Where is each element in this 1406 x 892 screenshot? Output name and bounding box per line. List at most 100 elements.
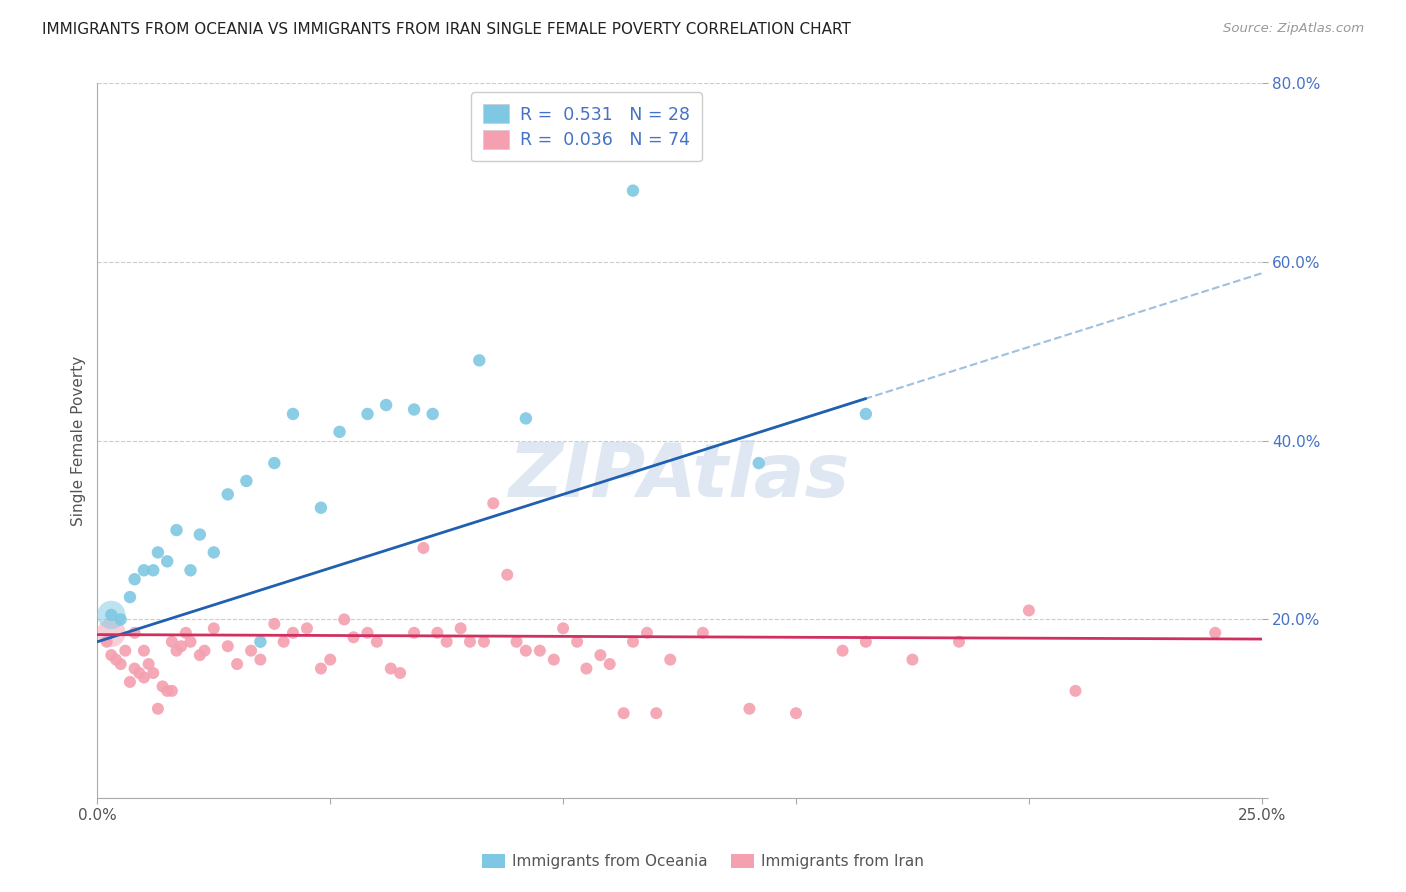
- Point: [160, 634, 183, 648]
- Point: [855, 634, 877, 648]
- Point: [505, 634, 527, 648]
- Text: ZIPAtlas: ZIPAtlas: [509, 440, 851, 513]
- Point: [748, 456, 770, 470]
- Point: [426, 625, 449, 640]
- Point: [599, 657, 621, 671]
- Point: [146, 702, 169, 716]
- Point: [100, 648, 122, 662]
- Point: [124, 661, 146, 675]
- Point: [179, 563, 201, 577]
- Point: [156, 684, 179, 698]
- Point: [132, 670, 155, 684]
- Point: [458, 634, 481, 648]
- Point: [281, 625, 304, 640]
- Point: [235, 474, 257, 488]
- Point: [589, 648, 612, 662]
- Y-axis label: Single Female Poverty: Single Female Poverty: [72, 356, 86, 526]
- Point: [404, 402, 426, 417]
- Point: [855, 407, 877, 421]
- Point: [613, 706, 636, 721]
- Point: [193, 643, 215, 657]
- Point: [240, 643, 263, 657]
- Text: Source: ZipAtlas.com: Source: ZipAtlas.com: [1223, 22, 1364, 36]
- Point: [356, 625, 378, 640]
- Legend: Immigrants from Oceania, Immigrants from Iran: Immigrants from Oceania, Immigrants from…: [475, 848, 931, 875]
- Text: IMMIGRANTS FROM OCEANIA VS IMMIGRANTS FROM IRAN SINGLE FEMALE POVERTY CORRELATIO: IMMIGRANTS FROM OCEANIA VS IMMIGRANTS FR…: [42, 22, 851, 37]
- Point: [1204, 625, 1226, 640]
- Point: [645, 706, 668, 721]
- Point: [366, 634, 388, 648]
- Point: [422, 407, 444, 421]
- Point: [146, 545, 169, 559]
- Point: [202, 545, 225, 559]
- Point: [575, 661, 598, 675]
- Point: [356, 407, 378, 421]
- Point: [529, 643, 551, 657]
- Point: [100, 625, 122, 640]
- Point: [468, 353, 491, 368]
- Point: [110, 612, 132, 626]
- Point: [831, 643, 853, 657]
- Point: [319, 652, 342, 666]
- Point: [160, 684, 183, 698]
- Point: [174, 625, 197, 640]
- Point: [202, 621, 225, 635]
- Legend: R =  0.531   N = 28, R =  0.036   N = 74: R = 0.531 N = 28, R = 0.036 N = 74: [471, 92, 702, 161]
- Point: [496, 567, 519, 582]
- Point: [309, 500, 332, 515]
- Point: [436, 634, 458, 648]
- Point: [142, 665, 165, 680]
- Point: [132, 643, 155, 657]
- Point: [692, 625, 714, 640]
- Point: [110, 657, 132, 671]
- Point: [621, 184, 644, 198]
- Point: [124, 572, 146, 586]
- Point: [226, 657, 249, 671]
- Point: [166, 523, 188, 537]
- Point: [948, 634, 970, 648]
- Point: [128, 665, 150, 680]
- Point: [217, 487, 239, 501]
- Point: [166, 643, 188, 657]
- Point: [1018, 603, 1040, 617]
- Point: [785, 706, 807, 721]
- Point: [901, 652, 924, 666]
- Point: [375, 398, 398, 412]
- Point: [124, 625, 146, 640]
- Point: [152, 680, 174, 694]
- Point: [132, 563, 155, 577]
- Point: [263, 456, 285, 470]
- Point: [170, 639, 193, 653]
- Point: [412, 541, 434, 555]
- Point: [114, 643, 136, 657]
- Point: [342, 630, 364, 644]
- Point: [188, 527, 211, 541]
- Point: [482, 496, 505, 510]
- Point: [515, 643, 537, 657]
- Point: [543, 652, 565, 666]
- Point: [309, 661, 332, 675]
- Point: [217, 639, 239, 653]
- Point: [329, 425, 352, 439]
- Point: [333, 612, 356, 626]
- Point: [738, 702, 761, 716]
- Point: [380, 661, 402, 675]
- Point: [515, 411, 537, 425]
- Point: [156, 554, 179, 568]
- Point: [472, 634, 495, 648]
- Point: [100, 607, 122, 622]
- Point: [553, 621, 575, 635]
- Point: [273, 634, 295, 648]
- Point: [104, 652, 127, 666]
- Point: [636, 625, 658, 640]
- Point: [179, 634, 201, 648]
- Point: [142, 563, 165, 577]
- Point: [96, 634, 118, 648]
- Point: [249, 634, 271, 648]
- Point: [118, 675, 141, 690]
- Point: [188, 648, 211, 662]
- Point: [295, 621, 318, 635]
- Point: [138, 657, 160, 671]
- Point: [249, 652, 271, 666]
- Point: [404, 625, 426, 640]
